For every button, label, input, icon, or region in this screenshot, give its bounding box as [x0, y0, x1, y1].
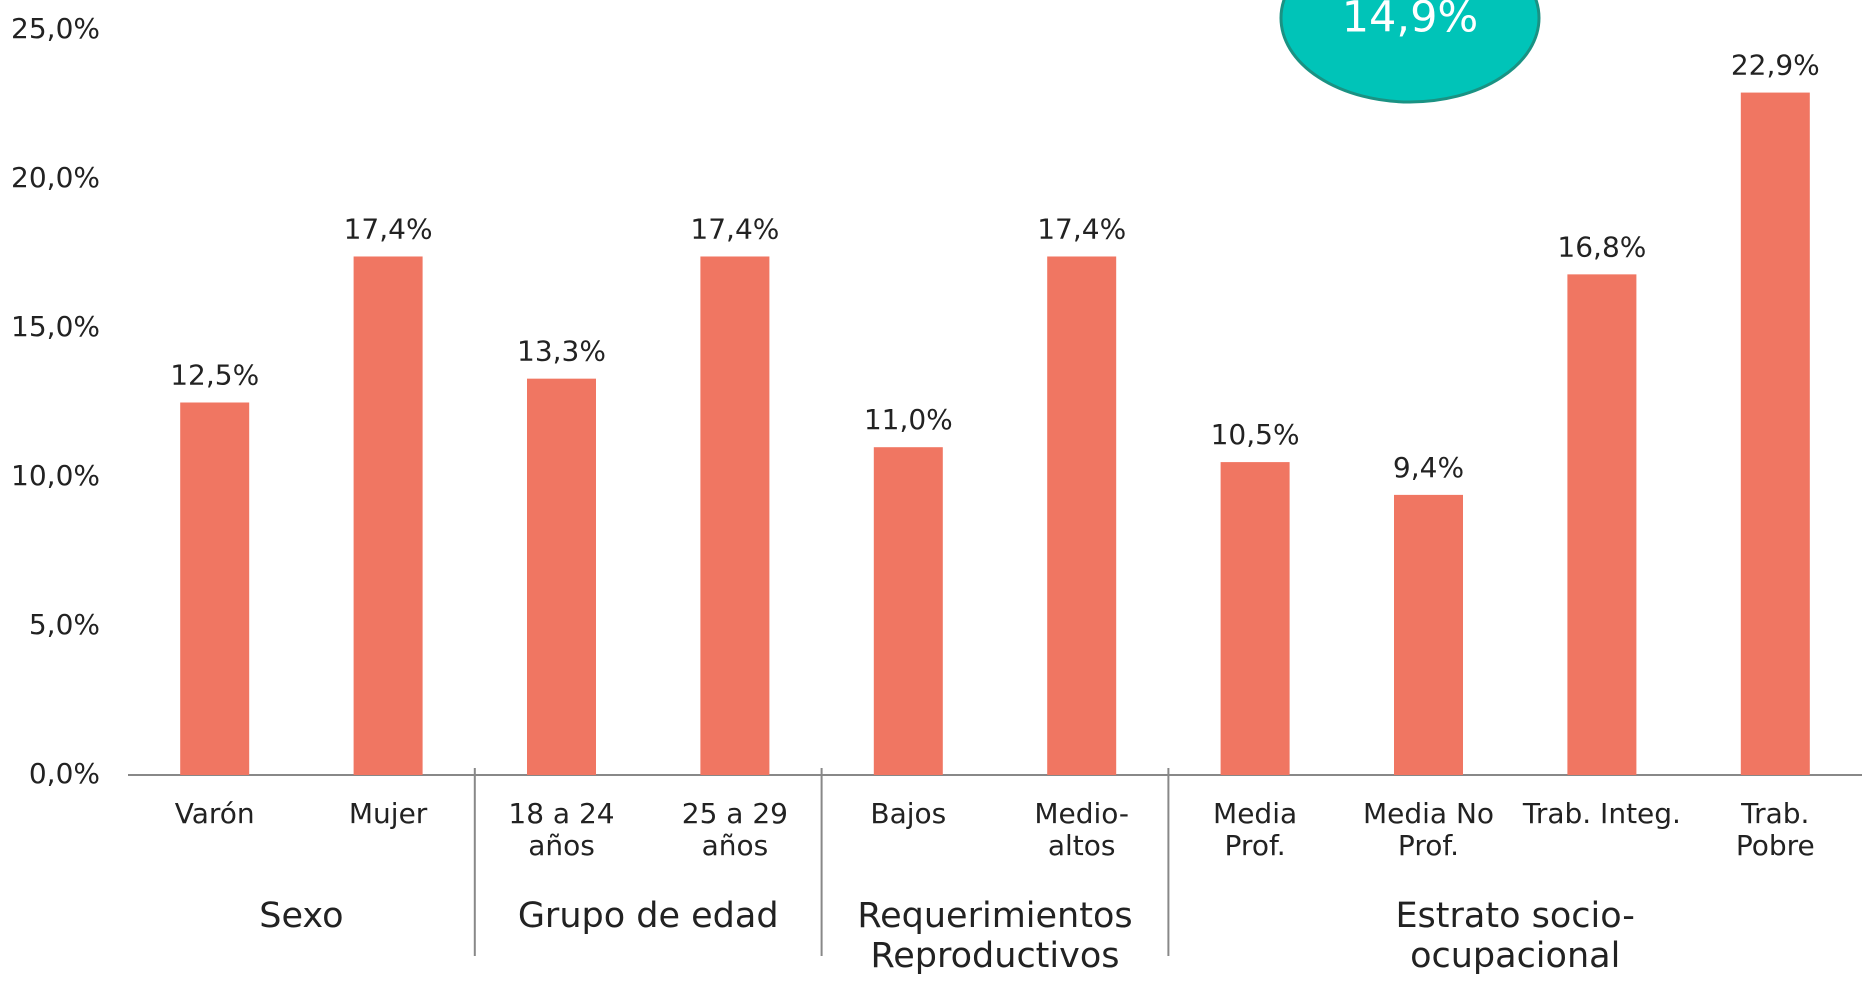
- x-tick-label: Trab. Pobre: [1735, 797, 1815, 863]
- value-label: 17,4%: [690, 212, 779, 245]
- group-label: Estrato socio-ocupacional: [1395, 896, 1635, 977]
- value-label: 12,5%: [170, 359, 259, 392]
- y-tick-label: 15,0%: [11, 310, 100, 343]
- y-tick-label: 25,0%: [11, 12, 100, 45]
- value-label: 17,4%: [344, 212, 433, 245]
- bar: [1220, 462, 1290, 775]
- bar: [180, 402, 250, 775]
- y-tick-label: 20,0%: [11, 161, 100, 194]
- x-tick-label: Bajos: [870, 797, 947, 830]
- x-tick-label: Varón: [174, 797, 255, 830]
- x-tick-label: Media No Prof.: [1362, 797, 1495, 863]
- y-tick-label: 0,0%: [29, 757, 100, 790]
- annotation-bubble: [1279, 0, 1541, 104]
- bar: [873, 447, 943, 775]
- x-tick-label: Mujer: [348, 797, 428, 830]
- y-tick-label: 10,0%: [11, 459, 100, 492]
- value-label: 10,5%: [1211, 418, 1300, 451]
- group-label: Sexo: [259, 896, 344, 936]
- bar: [1567, 274, 1637, 775]
- group-label: Requerimientos Reproductivos: [857, 896, 1133, 977]
- annotation: 14,9%: [1342, 0, 1479, 43]
- y-tick-label: 5,0%: [29, 608, 100, 641]
- x-tick-label: Media Prof.: [1213, 797, 1298, 863]
- group-label: Grupo de edad: [517, 896, 779, 936]
- x-tick-label: Trab. Integ.: [1522, 797, 1681, 830]
- x-tick-label: 18 a 24 años: [508, 797, 615, 863]
- bar: [700, 256, 770, 776]
- bar: [527, 378, 596, 775]
- x-tick-label: 25 a 29 años: [681, 797, 788, 863]
- bar: [1047, 256, 1117, 776]
- value-label: 17,4%: [1037, 212, 1126, 245]
- bar: [1740, 92, 1810, 775]
- value-label: 22,9%: [1731, 49, 1820, 82]
- bar: [353, 256, 423, 776]
- value-label: 11,0%: [864, 403, 953, 436]
- bar: [1394, 494, 1463, 775]
- value-label: 9,4%: [1393, 451, 1464, 484]
- x-tick-label: Medio- altos: [1034, 797, 1130, 863]
- value-label: 13,3%: [517, 335, 606, 368]
- value-label: 16,8%: [1557, 230, 1646, 263]
